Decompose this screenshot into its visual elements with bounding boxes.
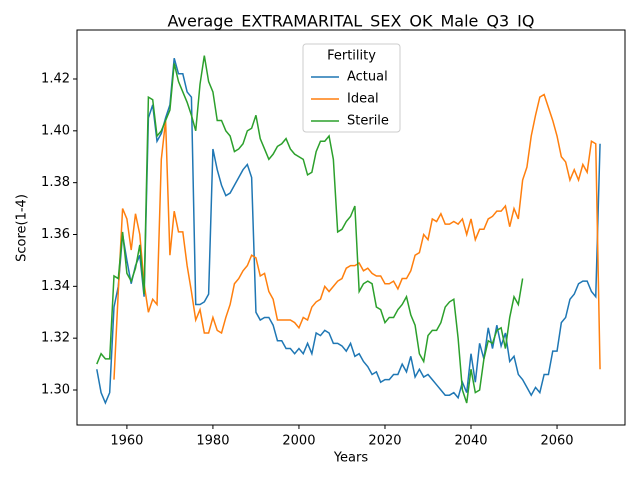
legend-label: Ideal: [347, 92, 379, 107]
y-tick-label: 1.32: [41, 331, 70, 346]
plot-frame: [76, 29, 626, 426]
x-tick-label: 2060: [540, 434, 573, 449]
y-tick-label: 1.40: [41, 123, 70, 138]
x-tick-label: 1960: [110, 434, 143, 449]
x-tick-label: 2000: [282, 434, 315, 449]
series-line: [96, 58, 601, 405]
legend-box: [302, 43, 401, 133]
y-tick-label: 1.42: [41, 71, 70, 86]
y-tick-label: 1.34: [41, 279, 70, 294]
chart-title: Average_EXTRAMARITAL_SEX_OK_Male_Q3_IQ: [168, 12, 535, 32]
x-tick-label: 1980: [196, 434, 229, 449]
x-axis-label: Years: [333, 451, 369, 466]
y-tick-label: 1.38: [41, 175, 70, 190]
series-line: [96, 55, 524, 404]
legend-label: Actual: [347, 70, 388, 85]
y-axis-label: Score(1-4): [15, 194, 30, 262]
x-tick-label: 2020: [368, 434, 401, 449]
legend-label: Sterile: [347, 114, 389, 129]
legend-title: Fertility: [327, 49, 376, 64]
series-line: [113, 93, 601, 380]
y-tick-label: 1.36: [41, 227, 70, 242]
x-tick-label: 2040: [454, 434, 487, 449]
y-tick-label: 1.30: [41, 383, 70, 398]
